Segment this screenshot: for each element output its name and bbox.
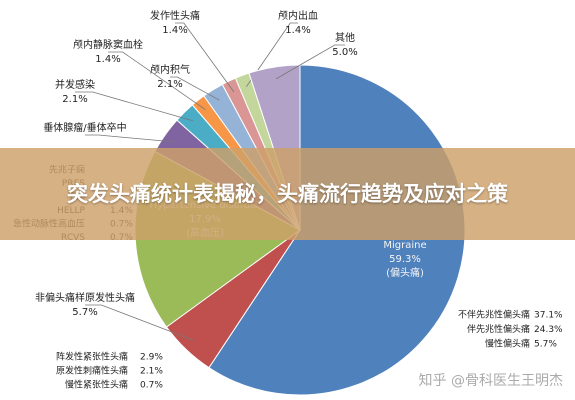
breakdown-value: 37.1%: [534, 311, 563, 321]
breakdown-label: 原发性刺痛性头痛: [56, 365, 128, 377]
watermark: 知乎 @骨科医生王明杰: [418, 373, 563, 389]
title-banner: 突发头痛统计表揭秘，头痛流行趋势及应对之策: [0, 148, 575, 240]
slice-label: 其他: [335, 31, 355, 44]
leader-line: [75, 91, 193, 122]
breakdown-value: 2.9%: [140, 353, 163, 363]
slice-value-label: 1.4%: [95, 54, 120, 65]
breakdown-label: 不伴先兆性偏头痛: [458, 309, 530, 321]
leader-line: [85, 134, 175, 143]
slice-value-label: 5.7%: [72, 307, 97, 318]
slice-label: 颅内静脉窦血栓: [73, 38, 143, 51]
leader-line: [246, 22, 298, 87]
leader-line: [108, 51, 206, 111]
breakdown-value: 5.7%: [534, 340, 557, 350]
slice-label: 颅内积气: [150, 63, 190, 76]
slice-label: 并发感染: [55, 78, 95, 91]
breakdown-value: 0.7%: [140, 381, 163, 391]
slice-value-label: 2.1%: [157, 79, 182, 90]
slice-value-label: 1.4%: [162, 25, 187, 36]
slice-value-label: 5.0%: [332, 47, 357, 58]
breakdown-label: 阵发性紧张性头痛: [56, 351, 128, 363]
title: 突发头痛统计表揭秘，头痛流行趋势及应对之策: [67, 182, 508, 206]
leader-line: [85, 304, 195, 341]
slice-label: 垂体腺瘤/垂体卒中: [43, 121, 126, 134]
slice-sublabel: (偏头痛): [386, 266, 424, 279]
leader-line: [170, 76, 220, 101]
breakdown-label: 慢性紧张性头痛: [65, 379, 128, 391]
slice-value-label: 2.1%: [62, 94, 87, 105]
slice-value-label: 1.4%: [285, 25, 310, 36]
slice-label: 非偏头痛样原发性头痛: [35, 291, 135, 304]
slice-label: Migraine: [383, 240, 426, 251]
breakdown-label: 伴先兆性偏头痛: [467, 323, 530, 335]
slice-label: 发作性头痛: [150, 9, 200, 22]
leader-line: [175, 22, 235, 93]
leader-line: [275, 44, 345, 80]
breakdown-label: 慢性偏头痛: [485, 338, 530, 350]
slice-value-label: 59.3%: [389, 254, 421, 265]
breakdown-value: 2.1%: [140, 367, 163, 377]
slice-label: 颅内出血: [278, 9, 318, 22]
breakdown-value: 24.3%: [534, 325, 563, 335]
